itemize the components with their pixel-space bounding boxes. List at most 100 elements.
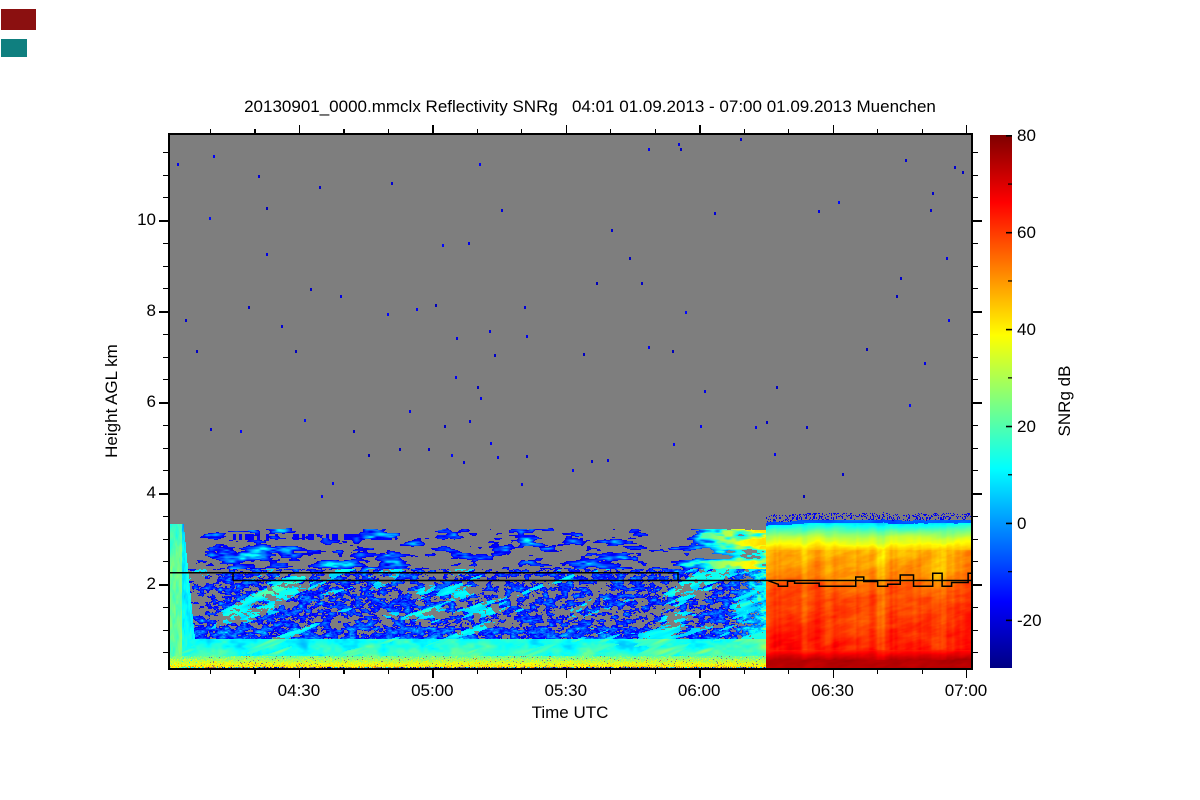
colorbar-tick-label: -20 (1017, 610, 1042, 630)
y-major-tick-right (973, 493, 982, 495)
y-minor-tick (163, 606, 168, 608)
x-minor-tick (476, 670, 479, 674)
x-major-tick-top (699, 125, 701, 133)
x-minor-tick-top (210, 129, 212, 133)
y-minor-tick (163, 356, 168, 358)
x-tick-label: 06:00 (677, 681, 721, 700)
y-minor-tick-right (973, 288, 978, 290)
heatmap-canvas (170, 135, 971, 668)
y-minor-tick (163, 470, 168, 472)
x-minor-tick-top (476, 129, 479, 133)
plot-frame (168, 133, 973, 670)
y-minor-tick-right (973, 379, 978, 381)
y-minor-tick-right (973, 265, 978, 267)
x-tick-label: 05:00 (411, 681, 454, 700)
x-major-tick-top (565, 125, 568, 133)
y-minor-tick-right (973, 242, 978, 244)
x-major-tick (298, 670, 301, 678)
y-minor-tick (163, 515, 168, 517)
y-minor-tick-right (973, 174, 978, 176)
x-minor-tick-top (343, 129, 345, 133)
y-minor-tick-right (973, 356, 978, 358)
y-minor-tick-right (973, 197, 978, 199)
x-minor-tick (743, 670, 745, 674)
y-minor-tick-right (973, 424, 978, 426)
y-minor-tick-right (973, 538, 978, 540)
x-major-tick (565, 670, 568, 678)
corner-mark-teal (1, 39, 27, 57)
x-minor-tick (387, 670, 390, 674)
y-minor-tick (163, 538, 168, 540)
y-minor-tick (163, 447, 168, 449)
y-minor-tick (163, 265, 168, 267)
x-major-tick-top (432, 125, 434, 133)
y-minor-tick (163, 288, 168, 290)
y-major-tick (159, 402, 168, 404)
colorbar-tick-label: 20 (1017, 416, 1036, 436)
x-minor-tick (210, 670, 212, 674)
y-major-tick (159, 584, 168, 586)
x-major-tick (832, 670, 835, 678)
x-major-tick-top (832, 125, 835, 133)
colorbar-tick-label: 0 (1017, 513, 1027, 533)
x-minor-tick (610, 670, 612, 674)
y-tick-label: 6 (146, 392, 156, 411)
colorbar-canvas (990, 135, 1012, 668)
y-minor-tick (163, 424, 168, 426)
x-major-tick (965, 670, 968, 678)
y-major-tick-right (973, 584, 982, 586)
x-minor-tick (254, 670, 256, 674)
y-minor-tick (163, 151, 168, 153)
y-minor-tick (163, 561, 168, 563)
y-tick-label: 2 (146, 574, 156, 593)
colorbar-tick-label: 60 (1017, 222, 1036, 242)
y-minor-tick-right (973, 333, 978, 335)
y-minor-tick-right (973, 606, 978, 608)
y-minor-tick-right (973, 447, 978, 449)
x-minor-tick (921, 670, 923, 674)
x-axis-label: Time UTC (531, 703, 609, 722)
x-minor-tick-top (521, 129, 523, 133)
x-minor-tick (788, 670, 790, 674)
x-minor-tick-top (387, 129, 390, 133)
x-minor-tick-top (254, 129, 256, 133)
x-major-tick (432, 670, 434, 678)
x-minor-tick-top (788, 129, 790, 133)
x-minor-tick-top (877, 129, 879, 133)
x-minor-tick (654, 670, 656, 674)
y-minor-tick-right (973, 629, 978, 631)
chart-title: 20130901_0000.mmclx Reflectivity SNRg 04… (244, 97, 936, 116)
y-minor-tick-right (973, 652, 978, 654)
colorbar-tick-label: 80 (1017, 126, 1036, 145)
y-minor-tick (163, 242, 168, 244)
x-minor-tick-top (654, 129, 656, 133)
y-major-tick (159, 220, 168, 222)
x-minor-tick (877, 670, 879, 674)
y-major-tick (159, 311, 168, 313)
y-tick-label: 4 (146, 483, 156, 502)
x-minor-tick (343, 670, 345, 674)
y-minor-tick (163, 333, 168, 335)
y-minor-tick (163, 652, 168, 654)
y-minor-tick-right (973, 470, 978, 472)
y-minor-tick-right (973, 561, 978, 563)
x-tick-label: 05:30 (544, 681, 588, 700)
y-tick-label: 10 (137, 210, 156, 229)
x-minor-tick-top (743, 129, 745, 133)
y-minor-tick (163, 379, 168, 381)
x-tick-label: 06:30 (811, 681, 854, 700)
y-minor-tick (163, 174, 168, 176)
x-tick-label: 07:00 (944, 681, 988, 700)
y-tick-label: 8 (146, 301, 156, 320)
y-minor-tick-right (973, 151, 978, 153)
y-major-tick-right (973, 220, 982, 222)
x-minor-tick-top (921, 129, 923, 133)
y-major-tick-right (973, 402, 982, 404)
x-minor-tick-top (610, 129, 612, 133)
colorbar-tick-label: 40 (1017, 319, 1036, 339)
y-major-tick-right (973, 311, 982, 313)
corner-mark-red (1, 9, 36, 30)
y-minor-tick-right (973, 515, 978, 517)
x-major-tick (699, 670, 701, 678)
